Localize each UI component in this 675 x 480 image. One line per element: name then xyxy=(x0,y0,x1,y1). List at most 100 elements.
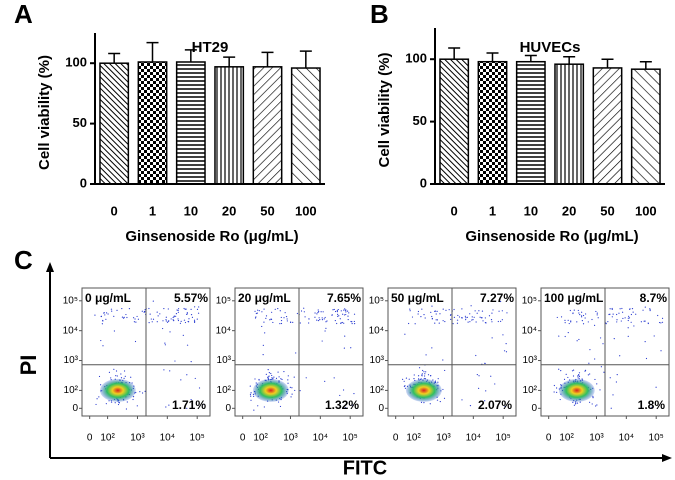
y-tick-label: 0 xyxy=(378,403,384,414)
cell-dot xyxy=(574,403,577,405)
cell-dot xyxy=(469,321,471,323)
cell-dot xyxy=(421,374,423,376)
cell-dot xyxy=(347,318,349,321)
cell-dot xyxy=(325,321,327,323)
cell-dot xyxy=(565,373,567,375)
cell-dot xyxy=(450,318,452,321)
bar xyxy=(252,66,283,185)
cell-dot xyxy=(600,366,603,368)
y-tick-label: 10⁴ xyxy=(369,325,384,336)
cell-dot xyxy=(456,322,459,324)
cell-dot xyxy=(270,372,272,375)
cell-dot xyxy=(661,317,664,320)
cell-dot xyxy=(179,322,182,324)
cell-dot xyxy=(337,308,339,311)
cell-dot xyxy=(593,324,596,326)
cell-dot xyxy=(578,338,580,341)
cell-dot xyxy=(265,315,268,317)
cell-dot xyxy=(481,310,484,312)
cell-dot xyxy=(596,383,598,385)
y-tick-label: 10³ xyxy=(370,355,385,366)
cell-dot xyxy=(649,308,651,310)
cell-dot xyxy=(134,340,137,343)
cell-dot xyxy=(268,375,270,377)
cell-dot xyxy=(422,369,424,372)
cell-dot xyxy=(424,317,426,319)
cell-dot xyxy=(423,371,425,373)
cell-dot xyxy=(572,375,575,377)
cell-dot xyxy=(435,313,437,315)
y-tick-label: 0 xyxy=(420,175,427,190)
cell-dot xyxy=(411,316,414,318)
cell-dot xyxy=(556,316,558,319)
cell-dot xyxy=(578,372,581,374)
cell-dot xyxy=(267,369,269,371)
cell-dot xyxy=(177,318,179,320)
cell-dot xyxy=(558,368,560,370)
cell-dot xyxy=(633,325,635,327)
cell-dot xyxy=(291,387,293,389)
cell-dot xyxy=(186,312,188,314)
cell-dot xyxy=(281,378,283,381)
cell-dot xyxy=(592,397,594,399)
cell-dot xyxy=(580,315,583,317)
cell-dot xyxy=(283,317,285,319)
cell-dot xyxy=(624,317,626,319)
x-tick-label: 100 xyxy=(635,203,657,218)
y-tick-label: 10⁵ xyxy=(216,295,231,306)
cell-dot xyxy=(453,308,455,311)
cell-dot xyxy=(115,375,117,377)
cell-dot xyxy=(478,387,480,389)
cell-dot xyxy=(250,399,252,401)
cell-dot xyxy=(657,314,659,317)
cell-dot xyxy=(631,308,634,310)
cell-dot xyxy=(619,355,621,357)
error-bar xyxy=(486,52,499,62)
cell-dot xyxy=(573,404,576,406)
cell-dot xyxy=(318,311,320,313)
cell-dot xyxy=(107,313,109,315)
cell-dot xyxy=(164,342,166,344)
cell-dot xyxy=(331,314,333,316)
cell-dot xyxy=(197,312,200,314)
cell-dot xyxy=(175,313,178,315)
error-bar xyxy=(146,41,159,62)
cell-dot xyxy=(485,322,487,324)
cell-dot xyxy=(437,378,439,380)
cell-dot xyxy=(492,309,494,311)
cell-dot xyxy=(165,316,167,318)
cell-dot xyxy=(627,327,629,329)
cell-dot xyxy=(432,379,434,381)
cell-dot xyxy=(340,322,342,324)
quadrant-label: 2.07% xyxy=(478,398,512,412)
cell-dot xyxy=(612,394,614,396)
cell-dot xyxy=(336,311,338,313)
cell-dot xyxy=(253,409,255,411)
cell-dot xyxy=(461,399,463,401)
y-tick-label: 10⁵ xyxy=(522,295,537,306)
cell-dot xyxy=(122,317,125,319)
cell-dot xyxy=(287,382,289,384)
cell-dot xyxy=(567,319,569,321)
bar xyxy=(99,62,130,185)
cell-dot xyxy=(429,403,431,405)
cell-dot xyxy=(484,362,486,365)
quadrant-label: 5.57% xyxy=(174,291,208,305)
cell-dot xyxy=(279,310,281,312)
cell-dot xyxy=(186,374,188,376)
cell-dot xyxy=(619,308,621,310)
cell-dot xyxy=(628,317,631,319)
cell-dot xyxy=(418,367,421,369)
cell-dot xyxy=(408,378,410,380)
cell-dot xyxy=(174,360,176,362)
cell-dot xyxy=(108,371,111,374)
cell-dot xyxy=(478,375,480,377)
cell-dot xyxy=(425,354,427,356)
cell-dot xyxy=(413,378,415,380)
cell-dot xyxy=(334,310,337,313)
x-tick-label: 10³ xyxy=(436,433,451,444)
cell-dot xyxy=(339,394,341,397)
cell-dot xyxy=(182,334,184,336)
cell-dot xyxy=(124,375,126,377)
cell-dot xyxy=(333,308,335,311)
